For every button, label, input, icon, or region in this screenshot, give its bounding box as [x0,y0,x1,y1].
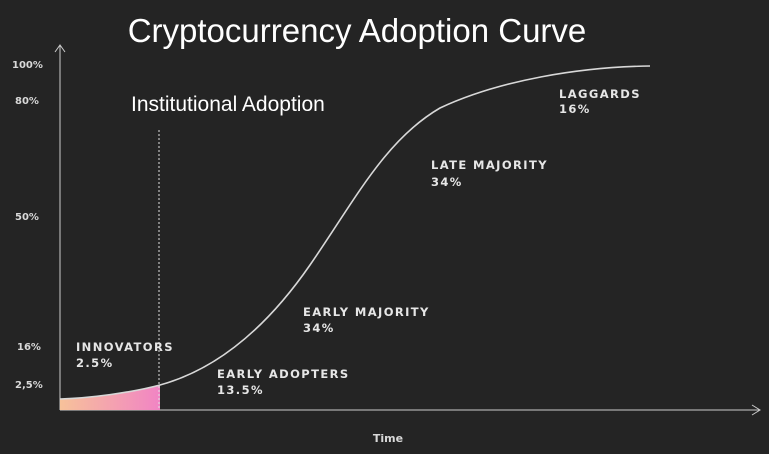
y-tick-label: 100% [12,60,43,71]
segment-share-early-adopters: 13.5% [217,383,264,397]
y-tick-label: 50% [15,212,39,223]
institutional-adoption-label: Institutional Adoption [131,93,325,116]
segment-share-laggards: 16% [559,102,591,116]
chart-title: Cryptocurrency Adoption Curve [128,12,587,49]
adoption-curve [59,65,651,400]
x-axis [60,404,761,416]
segment-name-laggards: LAGGARDS [559,87,641,101]
segment-share-early-majority: 34% [303,321,335,335]
y-axis [54,44,66,410]
segment-name-early-majority: EARLY MAJORITY [303,305,430,319]
y-tick-label: 16% [17,342,41,353]
segment-name-innovators: INNOVATORS [76,340,174,354]
y-axis-arrow [54,44,66,53]
x-axis-arrow [751,404,761,416]
segment-name-early-adopters: EARLY ADOPTERS [217,367,350,381]
y-tick-label: 80% [15,96,39,107]
segment-name-late-majority: LATE MAJORITY [431,158,548,172]
x-axis-label: Time [373,432,403,445]
segment-share-late-majority: 34% [431,175,463,189]
segment-share-innovators: 2.5% [76,356,114,370]
y-tick-label: 2,5% [15,380,43,391]
